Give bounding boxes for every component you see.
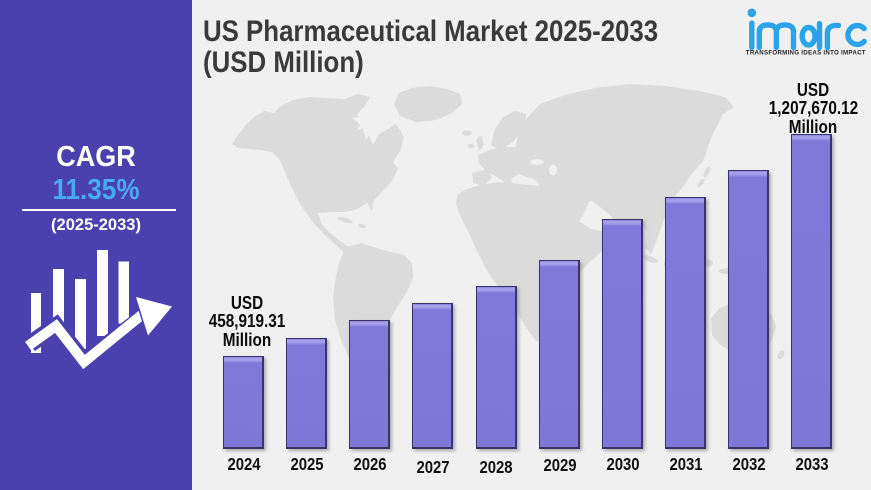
svg-text:TRANSFORMING IDEAS INTO IMPACT: TRANSFORMING IDEAS INTO IMPACT <box>746 50 866 57</box>
